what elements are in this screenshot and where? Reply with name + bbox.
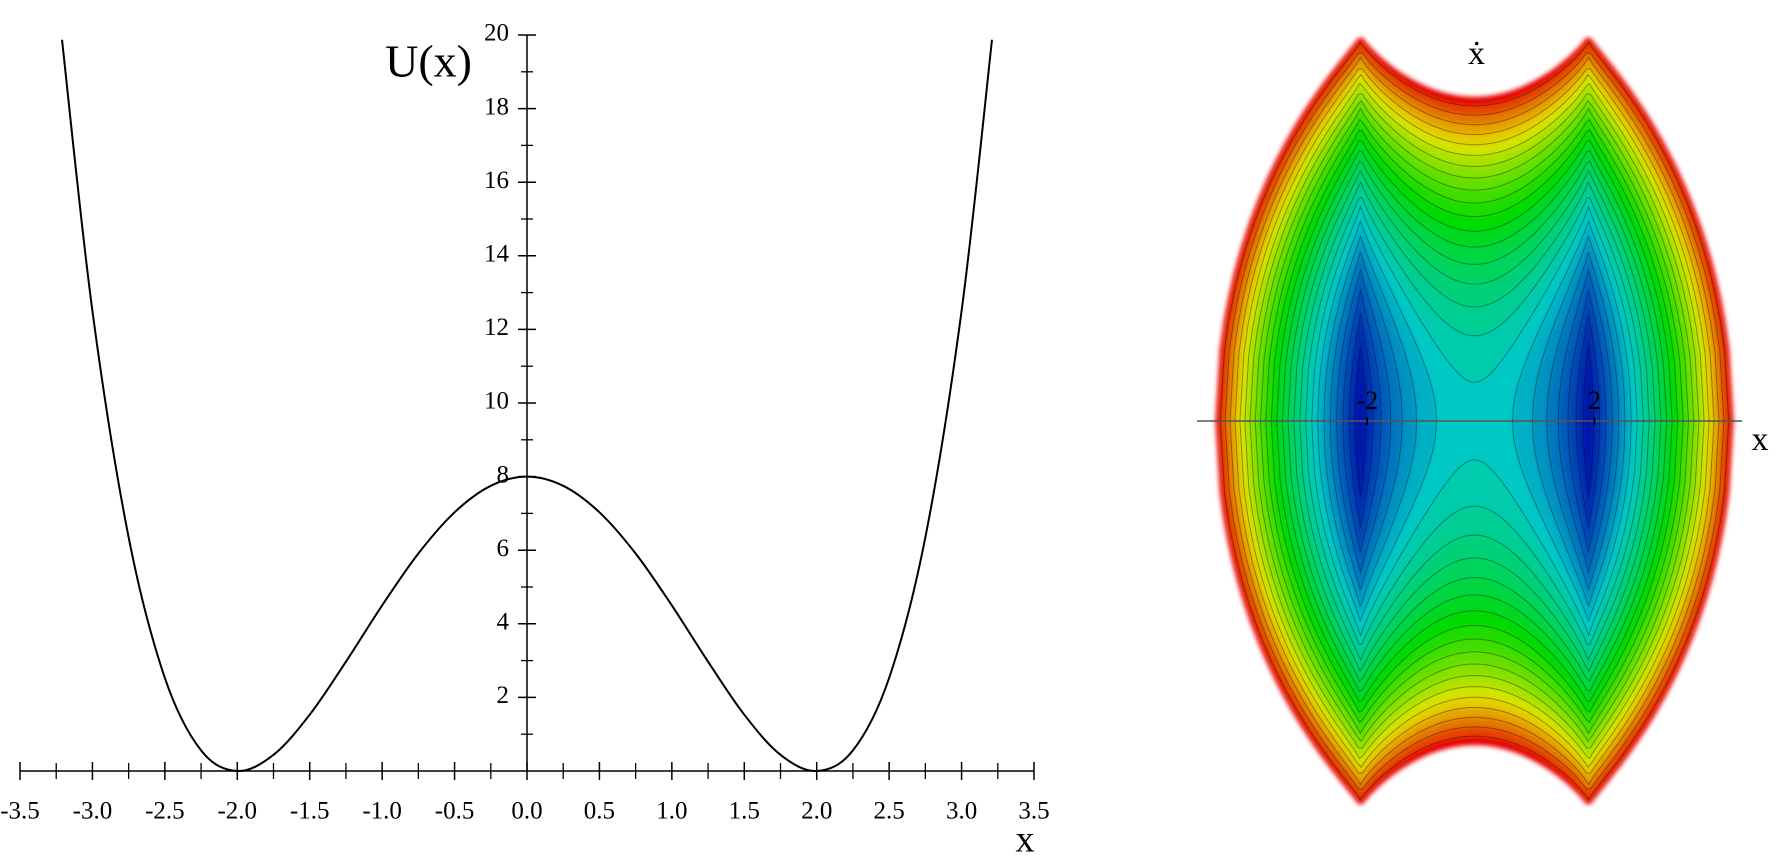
y-axis-label: ẋ [1468,35,1485,72]
x-tick-label: 2 [1588,386,1601,415]
y-tick-label: 18 [484,93,509,120]
x-tick-label: 0.0 [511,798,542,825]
x-tick-label: 1.0 [656,798,687,825]
y-tick-label: 2 [497,682,510,709]
y-tick-label: 16 [484,167,509,194]
x-tick-label: 0.5 [584,798,615,825]
curve [61,39,993,773]
y-tick-label: 14 [484,241,510,268]
x-tick-label: 2.5 [874,798,905,825]
y-axis-label: U(x) [385,36,472,87]
x-tick-label: 2.0 [801,798,832,825]
y-tick-label: 10 [484,388,509,415]
x-tick-label: 3.0 [946,798,977,825]
x-tick-label: -1.0 [362,798,402,825]
y-tick-label: 8 [497,461,510,488]
x-axis-label: x [1016,819,1035,861]
y-tick-label: 4 [497,609,510,636]
x-tick-label: -3.5 [0,798,40,825]
y-tick-label: 12 [484,314,509,341]
x-tick-label: -3.0 [73,798,113,825]
heatmap-band [1317,221,1632,621]
x-tick-label: 1.5 [729,798,760,825]
x-tick-label: -2 [1356,386,1378,415]
x-tick-label: -1.5 [290,798,330,825]
x-axis-label: x [1752,421,1769,458]
x-tick-label: -2.5 [145,798,185,825]
heatmap-band [1336,269,1613,573]
x-tick-label: -2.0 [217,798,257,825]
y-tick-label: 20 [484,20,509,47]
y-tick-label: 6 [497,535,510,562]
x-tick-label: -0.5 [435,798,475,825]
x-tick-label: 3.5 [1018,798,1049,825]
